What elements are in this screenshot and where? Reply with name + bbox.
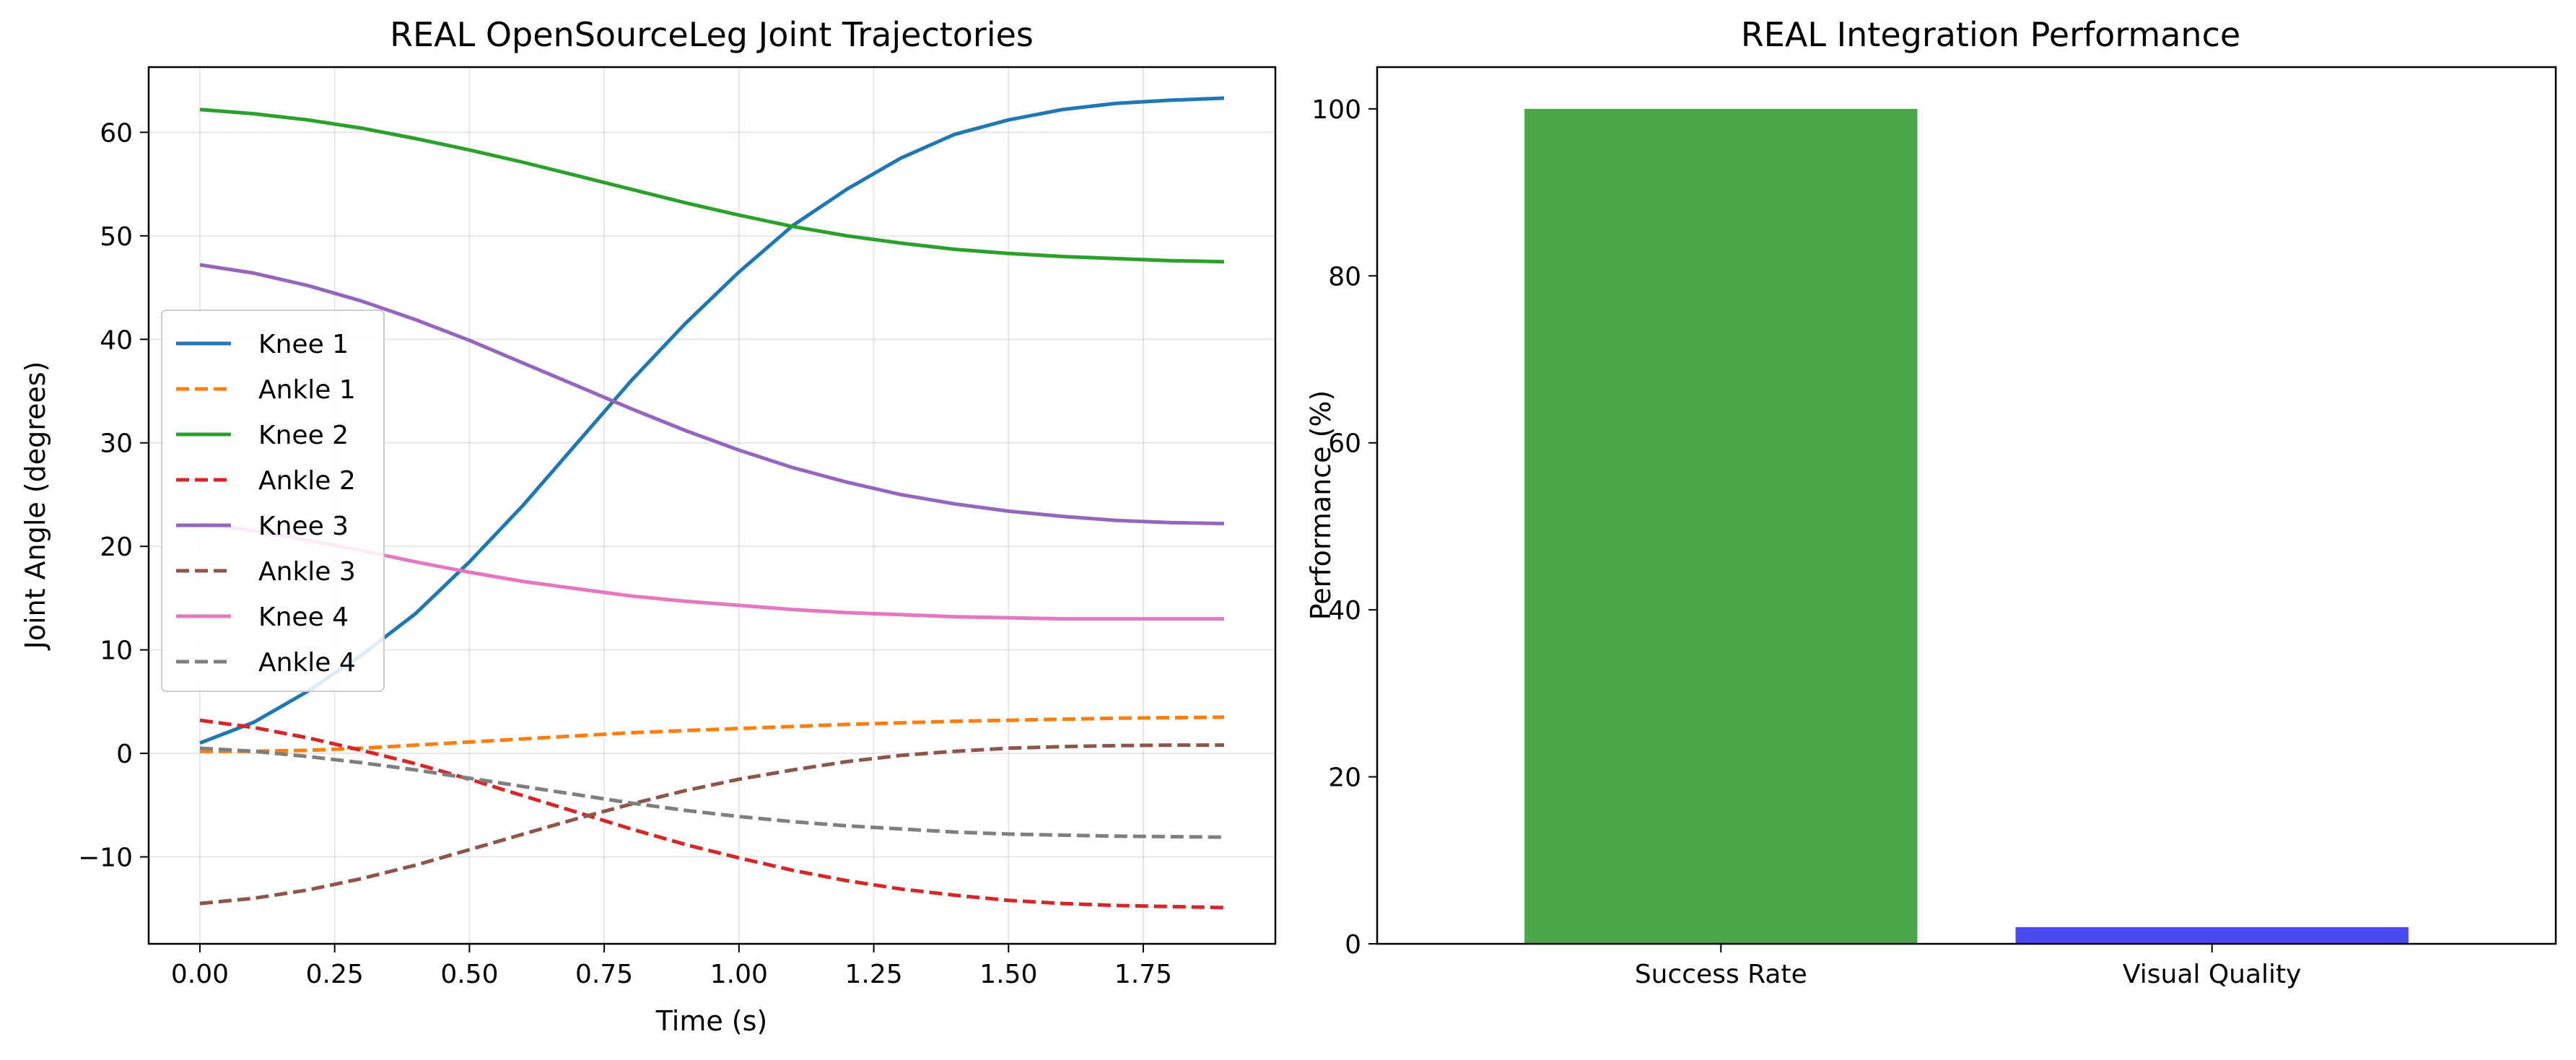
x-tick-label: 1.25	[844, 960, 902, 989]
series-line-ankle-4	[199, 746, 1225, 839]
y-tick-label: 20	[1328, 763, 1361, 793]
x-tick-label: 0.00	[171, 960, 229, 989]
y-tick-label: 50	[100, 222, 133, 252]
y-tick-label: −10	[78, 844, 133, 873]
line-chart-frame	[147, 66, 1277, 945]
line-chart-x-label: Time (s)	[655, 1005, 768, 1037]
category-label: Visual Quality	[2123, 960, 2302, 989]
line-chart-y-label: Joint Angle (degrees)	[19, 362, 51, 651]
legend-label: Ankle 3	[258, 557, 356, 587]
bar-chart-title: REAL Integration Performance	[1741, 15, 2240, 54]
legend: Knee 1 Ankle 1 Knee 2 Ankle 2 Knee 3 Ankle 3 K…	[161, 310, 385, 692]
bar-success-rate	[1524, 108, 1918, 944]
y-tick-label: 0	[1345, 930, 1361, 960]
bar-chart-y-label: Performance (%)	[1305, 390, 1337, 621]
y-tick-label: 30	[100, 429, 133, 459]
bar-chart: REAL Integration Performance Success Rat…	[1305, 15, 2557, 989]
x-tick-label: 1.00	[710, 960, 768, 989]
series-line-ankle-3	[199, 743, 1224, 906]
bar-chart-y-axis: 0 20 40 60 80 100	[1311, 95, 1377, 960]
legend-label: Knee 4	[258, 603, 349, 632]
bar-visual-quality	[2015, 927, 2409, 944]
bar-chart-frame	[1376, 66, 2557, 945]
x-tick-label: 0.25	[306, 960, 364, 989]
line-chart-x-axis: 0.00 0.25 0.50 0.75 1.00 1.25 1.50 1.75	[171, 944, 1172, 989]
y-tick-label: 80	[1328, 262, 1361, 292]
bar-chart-x-axis: Success Rate Visual Quality	[1635, 944, 2302, 989]
legend-label: Knee 1	[258, 330, 349, 359]
y-tick-label: 40	[100, 325, 133, 355]
legend-label: Knee 2	[258, 421, 349, 450]
legend-label: Ankle 4	[258, 648, 356, 678]
legend-label: Ankle 2	[258, 466, 356, 496]
x-tick-label: 1.50	[979, 960, 1037, 989]
x-tick-label: 0.50	[440, 960, 498, 989]
y-tick-label: 60	[100, 118, 133, 148]
legend-frame	[161, 310, 385, 692]
bar-chart-bars	[1524, 108, 2409, 944]
y-tick-label: 0	[116, 740, 133, 769]
category-label: Success Rate	[1635, 960, 1807, 989]
line-chart-y-axis: −10 0 10 20 30 40 50 60	[78, 118, 149, 873]
y-tick-label: 10	[100, 636, 133, 666]
series-line-knee-2	[199, 108, 1225, 264]
legend-label: Ankle 1	[258, 375, 356, 405]
y-tick-label: 60	[1328, 429, 1361, 459]
y-tick-label: 100	[1311, 95, 1361, 125]
line-chart: REAL OpenSourceLeg Joint Trajectories 0.…	[19, 15, 1277, 1037]
series-line-knee-3	[199, 263, 1225, 526]
series-line-ankle-2	[199, 718, 1225, 910]
y-tick-label: 40	[1328, 596, 1361, 626]
line-chart-title: REAL OpenSourceLeg Joint Trajectories	[390, 15, 1034, 54]
legend-label: Knee 3	[258, 512, 349, 541]
x-tick-label: 1.75	[1114, 960, 1172, 989]
x-tick-label: 0.75	[575, 960, 633, 989]
y-tick-label: 20	[100, 533, 133, 562]
series-line-ankle-1	[200, 715, 1225, 753]
